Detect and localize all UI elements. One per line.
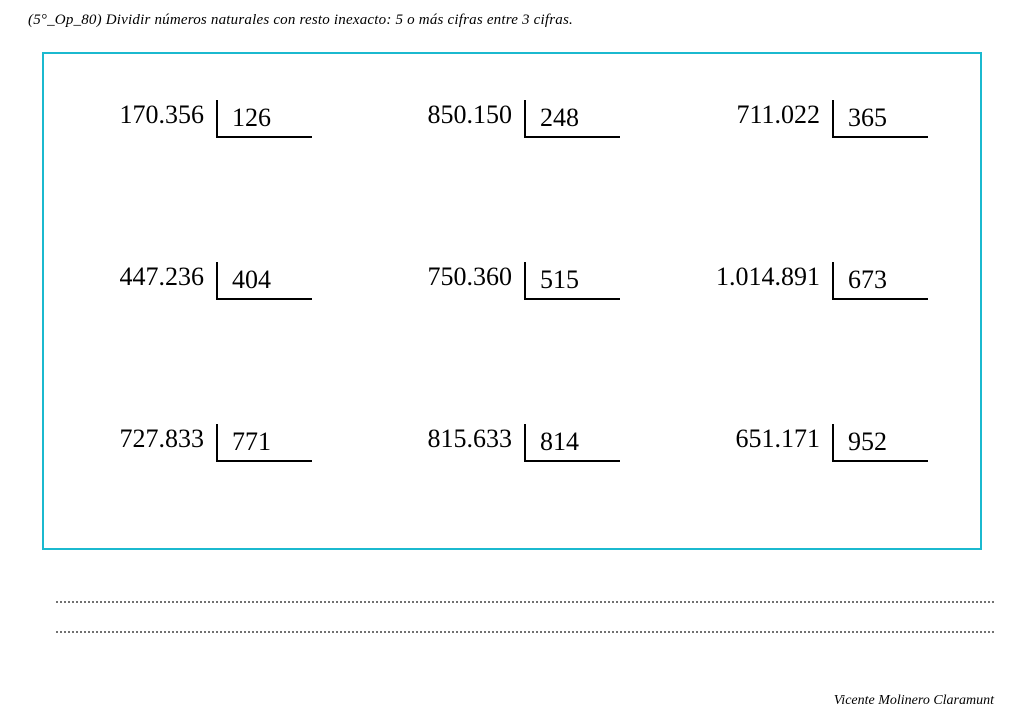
dividend: 447.236 — [96, 262, 206, 292]
division-problem: 170.356 126 — [68, 78, 340, 200]
problems-grid: 170.356 126 850.150 248 711.022 365 447.… — [68, 78, 956, 524]
dividend: 750.360 — [404, 262, 514, 292]
divisor-bracket: 515 — [524, 262, 620, 300]
header-text: (5°_Op_80) Dividir números naturales con… — [28, 12, 573, 28]
divisor: 126 — [232, 103, 271, 133]
author-credit: Vicente Molinero Claramunt — [834, 693, 994, 709]
dividend: 850.150 — [404, 100, 514, 130]
dividend: 1.014.891 — [712, 262, 822, 292]
division-problem: 850.150 248 — [376, 78, 648, 200]
divisor-bracket: 952 — [832, 424, 928, 462]
dividend: 651.171 — [712, 424, 822, 454]
division-problem: 651.171 952 — [684, 402, 956, 524]
divisor: 515 — [540, 265, 579, 295]
answer-line — [56, 601, 994, 603]
worksheet-header: (5°_Op_80) Dividir números naturales con… — [28, 12, 573, 29]
division-problem: 711.022 365 — [684, 78, 956, 200]
answer-line — [56, 631, 994, 633]
divisor: 365 — [848, 103, 887, 133]
divisor: 814 — [540, 427, 579, 457]
divisor: 952 — [848, 427, 887, 457]
division-problem: 727.833 771 — [68, 402, 340, 524]
author-name: Vicente Molinero Claramunt — [834, 693, 994, 708]
division-problem: 815.633 814 — [376, 402, 648, 524]
division-problem: 447.236 404 — [68, 240, 340, 362]
divisor-bracket: 365 — [832, 100, 928, 138]
divisor: 771 — [232, 427, 271, 457]
dividend: 815.633 — [404, 424, 514, 454]
divisor-bracket: 404 — [216, 262, 312, 300]
dividend: 711.022 — [712, 100, 822, 130]
divisor-bracket: 673 — [832, 262, 928, 300]
division-problem: 1.014.891 673 — [684, 240, 956, 362]
divisor-bracket: 771 — [216, 424, 312, 462]
divisor: 404 — [232, 265, 271, 295]
divisor: 248 — [540, 103, 579, 133]
divisor-bracket: 248 — [524, 100, 620, 138]
dividend: 170.356 — [96, 100, 206, 130]
divisor: 673 — [848, 265, 887, 295]
division-problem: 750.360 515 — [376, 240, 648, 362]
divisor-bracket: 126 — [216, 100, 312, 138]
dividend: 727.833 — [96, 424, 206, 454]
problems-frame: 170.356 126 850.150 248 711.022 365 447.… — [42, 52, 982, 550]
divisor-bracket: 814 — [524, 424, 620, 462]
